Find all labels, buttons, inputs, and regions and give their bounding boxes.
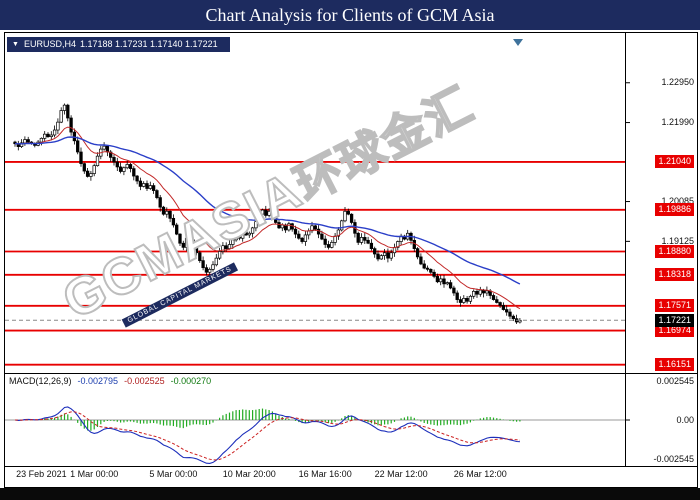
price-axis[interactable]: 1.22950 1.21990 1.20085 1.19125 1.21040 1.198… (626, 33, 697, 466)
time-axis-label: 5 Mar 00:00 (149, 469, 198, 479)
price-level-badge: 1.17571 (655, 299, 694, 313)
price-axis-label: 1.22950 (661, 77, 694, 88)
macd-axis-zero: 0.00 (676, 414, 694, 425)
macd-axis-max: 0.002545 (656, 375, 694, 386)
price-axis-label: 1.19125 (661, 235, 694, 246)
price-level-badge: 1.18318 (655, 268, 694, 282)
chart-canvas[interactable] (5, 33, 697, 487)
chart-window: GCMASIA环球金汇 GLOBAL CAPITAL MARKETS ▼ EURU… (4, 32, 698, 488)
price-level-badge: 1.16151 (655, 358, 694, 372)
chevron-down-icon: ▼ (12, 41, 19, 48)
symbol-label: EURUSD,H4 (23, 39, 76, 49)
quote-ohlc: 1.17188 1.17231 1.17140 1.17221 (79, 39, 218, 49)
report-header: Chart Analysis for Clients of GCM Asia (0, 0, 700, 30)
time-axis-label: 16 Mar 16:00 (298, 469, 352, 479)
time-axis-label: 1 Mar 00:00 (70, 469, 119, 479)
time-axis-label: 10 Mar 20:00 (222, 469, 276, 479)
time-axis-label: 22 Mar 12:00 (374, 469, 428, 479)
price-level-badge: 1.21040 (655, 155, 694, 169)
current-price-badge: 1.17221 (655, 313, 694, 327)
time-axis-label: 26 Mar 12:00 (453, 469, 507, 479)
macd-label-row: MACD(12,26,9) -0.002795 -0.002525 -0.000270 (9, 376, 217, 386)
time-axis[interactable]: 23 Feb 2021 1 Mar 00:00 5 Mar 00:00 10 Mar … (5, 468, 625, 486)
bottom-bar (0, 488, 700, 500)
macd-value-main: -0.002795 (77, 376, 119, 386)
price-level-badge: 1.19886 (655, 203, 694, 217)
macd-title: MACD(12,26,9) (9, 376, 72, 386)
macd-value-signal: -0.002525 (124, 376, 165, 386)
time-axis-label: 23 Feb 2021 (16, 469, 67, 479)
symbol-quote-bar[interactable]: ▼ EURUSD,H4 1.17188 1.17231 1.17140 1.1722… (7, 37, 230, 52)
price-level-badge: 1.16974 (655, 324, 694, 338)
page-title: Chart Analysis for Clients of GCM Asia (205, 5, 495, 25)
chart-shift-marker-icon (513, 39, 523, 46)
price-axis-label: 1.20085 (661, 196, 694, 207)
macd-value-histogram: -0.000270 (170, 376, 212, 386)
price-axis-label: 1.21990 (661, 117, 694, 128)
macd-axis-min: -0.002545 (653, 453, 694, 464)
price-level-badge: 1.18880 (655, 245, 694, 258)
